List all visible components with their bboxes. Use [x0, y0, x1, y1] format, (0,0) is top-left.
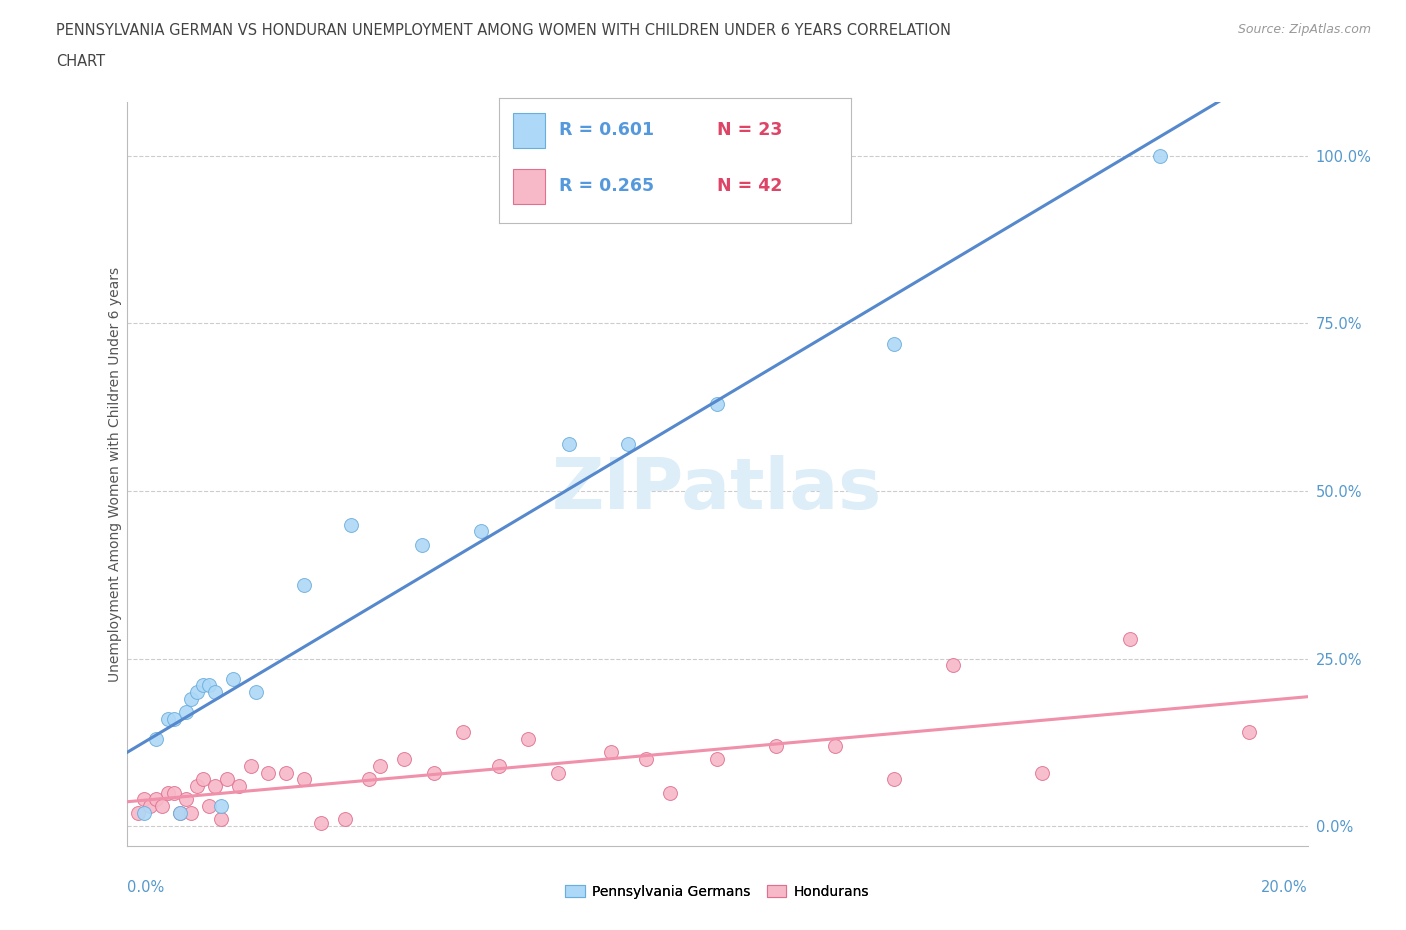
Point	[706, 396, 728, 411]
Point	[311, 816, 333, 830]
Point	[357, 772, 380, 787]
Point	[145, 732, 167, 747]
Text: R = 0.601: R = 0.601	[560, 121, 654, 139]
Text: PENNSYLVANIA GERMAN VS HONDURAN UNEMPLOYMENT AMONG WOMEN WITH CHILDREN UNDER 6 Y: PENNSYLVANIA GERMAN VS HONDURAN UNEMPLOY…	[56, 23, 952, 38]
Point	[470, 524, 492, 538]
Point	[139, 799, 162, 814]
Point	[180, 805, 202, 820]
Point	[340, 517, 363, 532]
Point	[658, 785, 681, 800]
Point	[547, 765, 569, 780]
Point	[186, 684, 208, 699]
Point	[134, 792, 156, 807]
Point	[292, 578, 315, 592]
Point	[599, 745, 621, 760]
Text: Source: ZipAtlas.com: Source: ZipAtlas.com	[1237, 23, 1371, 36]
Point	[333, 812, 356, 827]
Point	[392, 751, 415, 766]
Text: CHART: CHART	[56, 54, 105, 69]
Point	[186, 778, 208, 793]
Point	[134, 805, 156, 820]
Point	[488, 759, 510, 774]
Point	[169, 805, 191, 820]
Point	[706, 751, 728, 766]
Point	[274, 765, 297, 780]
Legend: Pennsylvania Germans, Hondurans: Pennsylvania Germans, Hondurans	[565, 884, 869, 899]
Text: 20.0%: 20.0%	[1261, 880, 1308, 895]
Point	[245, 684, 267, 699]
Text: N = 42: N = 42	[717, 177, 782, 195]
Point	[127, 805, 149, 820]
Point	[239, 759, 262, 774]
Point	[1119, 631, 1142, 646]
Point	[198, 799, 221, 814]
Point	[215, 772, 238, 787]
Point	[370, 759, 392, 774]
Point	[193, 772, 215, 787]
Point	[292, 772, 315, 787]
Point	[156, 711, 179, 726]
Point	[422, 765, 444, 780]
Point	[1237, 724, 1260, 739]
Point	[209, 812, 232, 827]
Point	[174, 792, 197, 807]
Point	[558, 437, 581, 452]
Point	[228, 778, 250, 793]
Point	[257, 765, 280, 780]
Point	[942, 658, 965, 672]
Point	[1149, 149, 1171, 164]
Point	[169, 805, 191, 820]
Point	[204, 778, 226, 793]
Point	[1031, 765, 1053, 780]
Point	[617, 437, 640, 452]
Point	[636, 751, 658, 766]
Point	[156, 785, 179, 800]
Point	[163, 711, 186, 726]
Point	[209, 799, 232, 814]
Point	[883, 336, 905, 351]
Point	[451, 724, 474, 739]
FancyBboxPatch shape	[513, 169, 546, 205]
Point	[174, 705, 197, 720]
Point	[824, 738, 846, 753]
Point	[222, 671, 245, 686]
Text: R = 0.265: R = 0.265	[560, 177, 654, 195]
Text: 0.0%: 0.0%	[127, 880, 163, 895]
Point	[150, 799, 173, 814]
Text: N = 23: N = 23	[717, 121, 782, 139]
Point	[411, 538, 433, 552]
Point	[163, 785, 186, 800]
Text: ZIPatlas: ZIPatlas	[553, 455, 882, 524]
Point	[517, 732, 540, 747]
FancyBboxPatch shape	[513, 113, 546, 148]
Y-axis label: Unemployment Among Women with Children Under 6 years: Unemployment Among Women with Children U…	[108, 267, 122, 682]
Point	[180, 691, 202, 706]
Point	[204, 684, 226, 699]
Point	[883, 772, 905, 787]
Point	[198, 678, 221, 693]
Point	[193, 678, 215, 693]
Point	[145, 792, 167, 807]
Point	[765, 738, 787, 753]
